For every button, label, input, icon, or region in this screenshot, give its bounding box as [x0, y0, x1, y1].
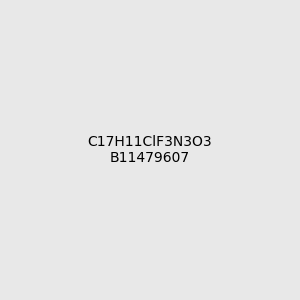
- Text: C17H11ClF3N3O3
B11479607: C17H11ClF3N3O3 B11479607: [88, 135, 212, 165]
